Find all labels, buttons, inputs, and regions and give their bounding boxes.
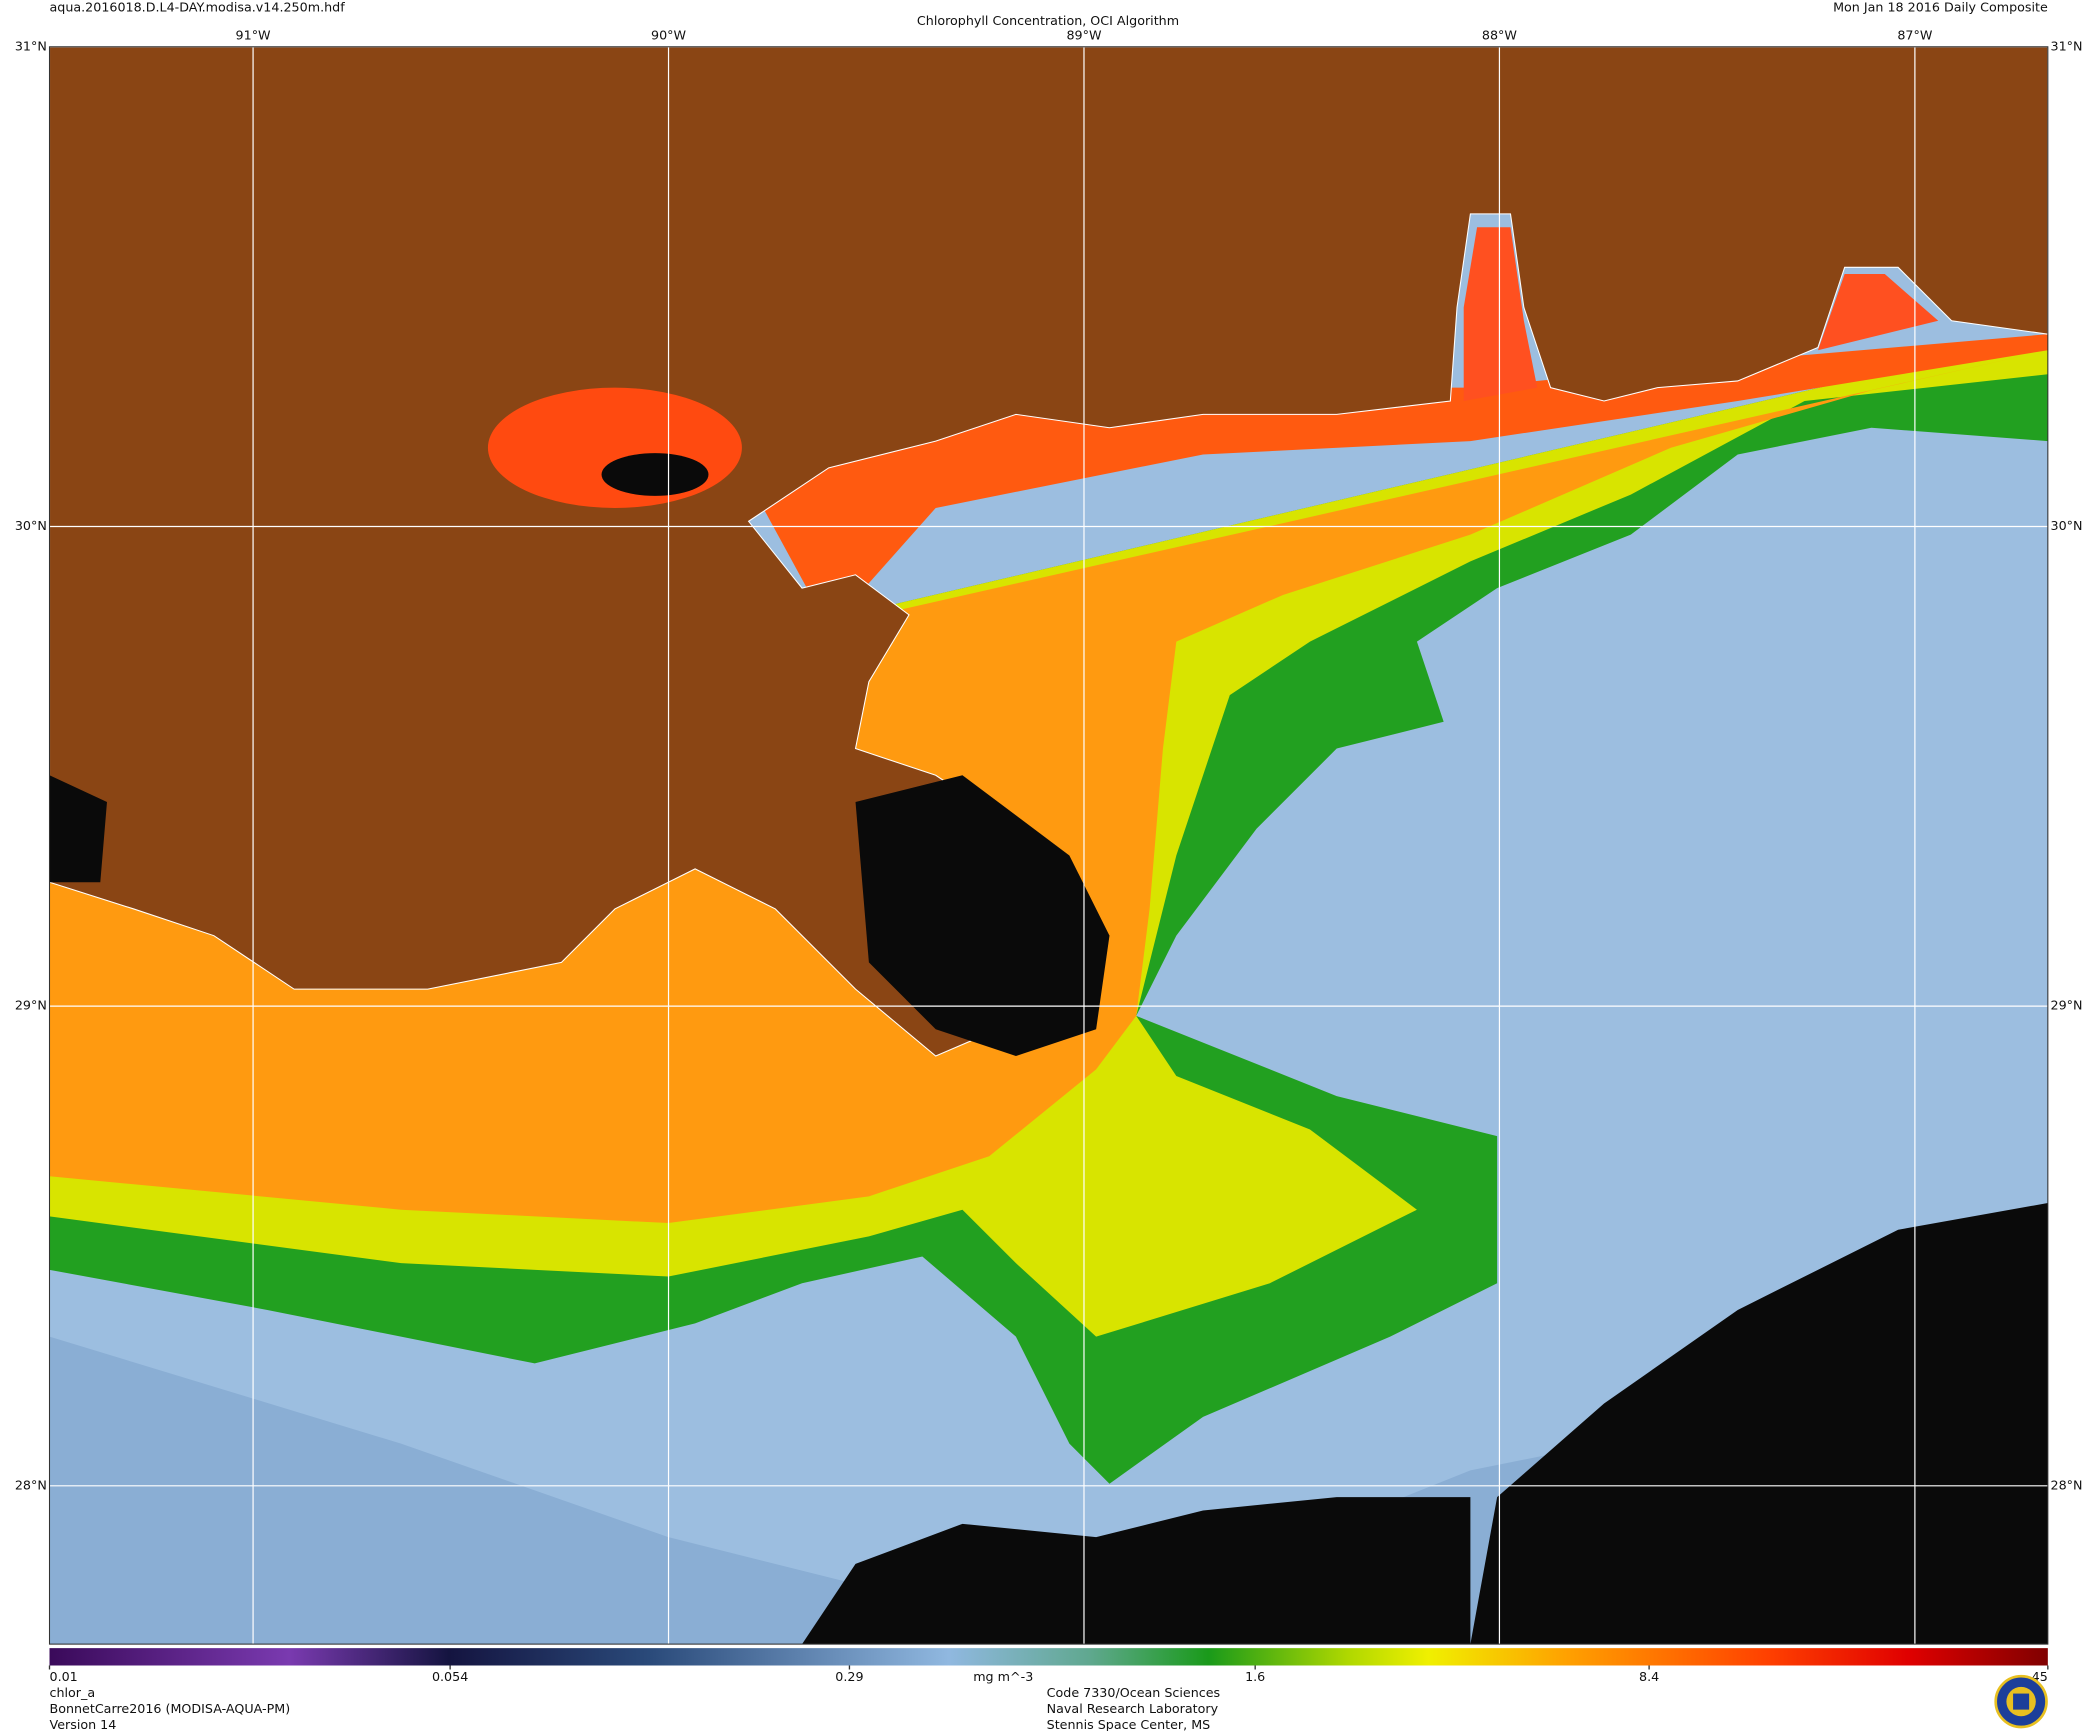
lat-label: 29°N (15, 998, 47, 1013)
no-data (802, 1203, 2048, 1645)
colorbar-tick-label: 1.6 (1245, 1669, 1265, 1684)
graticule (49, 46, 2048, 1645)
colorbar (49, 1648, 2048, 1666)
lon-label: 87°W (1897, 28, 1932, 43)
colorbar-ticks: 0.01 0.054 0.29 1.6 8.4 45 (48, 1665, 2049, 1684)
footer-center: Stennis Space Center, MS (1047, 1717, 1211, 1731)
file-name: aqua.2016018.D.L4-DAY.modisa.v14.250m.hd… (50, 0, 346, 15)
footer-center: Code 7330/Ocean Sciences (1047, 1685, 1221, 1700)
lat-label: 28°N (2051, 1477, 2083, 1492)
bays (1463, 227, 1939, 402)
lon-label: 91°W (236, 28, 271, 43)
map-frame (48, 46, 2049, 1645)
colorbar-tick-label: 0.01 (50, 1669, 78, 1684)
land (49, 46, 2048, 1057)
no-data (49, 775, 107, 883)
colorbar-unit: mg m^-3 (973, 1669, 1033, 1684)
no-data (855, 775, 1110, 1056)
lon-label: 90°W (651, 28, 686, 43)
graticule-labels: 91°W 90°W 89°W 88°W 87°W 31°N 31°N 30°N 30°N 29°N… (15, 28, 2083, 1493)
colorbar-tick-label: 8.4 (1639, 1669, 1659, 1684)
footer-left: BonnetCarre2016 (MODISA-AQUA-PM) (50, 1701, 291, 1716)
footer-left: chlor_a (50, 1685, 96, 1700)
lat-label: 28°N (15, 1477, 47, 1492)
title: Chlorophyll Concentration, OCI Algorithm (917, 13, 1179, 28)
lake-pontchartrain (487, 387, 742, 508)
lat-label: 30°N (15, 518, 47, 533)
orange-water (49, 350, 2048, 1224)
no-data (601, 453, 709, 496)
lat-label: 29°N (2051, 998, 2083, 1013)
lat-label: 31°N (2051, 38, 2083, 53)
date: Mon Jan 18 2016 Daily Composite (1833, 0, 2048, 15)
colorbar-tick-label: 0.054 (432, 1669, 468, 1684)
footer-center: Naval Research Laboratory (1047, 1701, 1219, 1716)
nrl-logo (1994, 1674, 2048, 1729)
lat-label: 31°N (15, 38, 47, 53)
footer-left: Version 14 (50, 1717, 117, 1731)
colorbar-tick-label: 0.29 (835, 1669, 863, 1684)
lon-label: 88°W (1482, 28, 1517, 43)
lon-label: 89°W (1066, 28, 1101, 43)
imagery (49, 46, 2048, 1645)
lat-label: 30°N (2051, 518, 2083, 533)
